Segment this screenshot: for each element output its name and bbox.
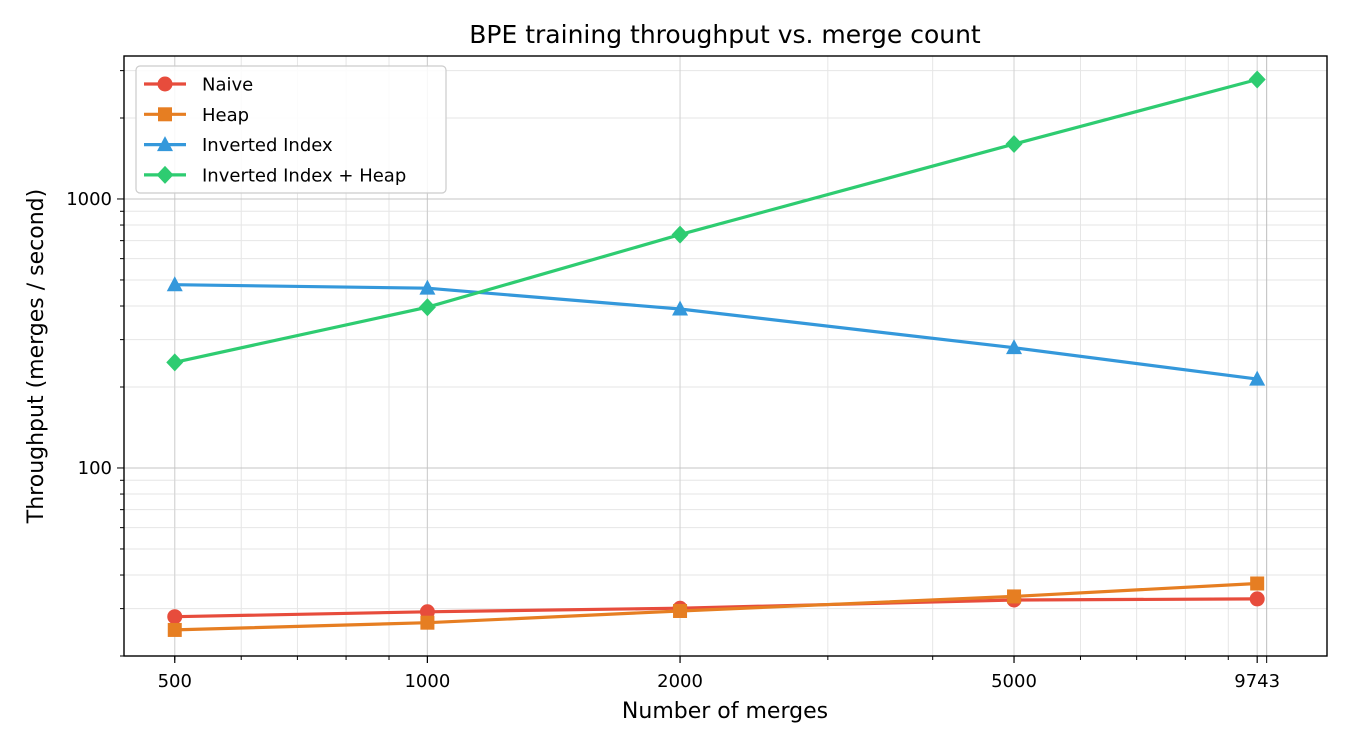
x-tick-label: 2000: [657, 671, 703, 692]
legend-box: [135, 65, 447, 194]
data-point-inverted-index-heap: [418, 298, 436, 317]
x-tick-label: 500: [158, 671, 192, 692]
legend-item-inverted-index: Inverted Index: [144, 135, 333, 156]
data-point-naive: [1249, 591, 1265, 607]
data-point-heap: [167, 622, 182, 637]
legend-item-naive: Naive: [144, 75, 253, 96]
data-point-naive: [419, 604, 435, 620]
data-point-inverted-index: [672, 300, 689, 316]
legend-item-heap: Heap: [144, 105, 249, 126]
data-point-inverted-index: [166, 276, 183, 292]
data-point-heap: [1007, 589, 1022, 604]
series-inverted-index: [166, 276, 1266, 386]
legend: Naive Heap Inverted Index Inverted Index + …: [135, 65, 447, 194]
legend-marker-naive: [157, 76, 173, 92]
legend-marker-heap: [158, 107, 172, 122]
data-point-inverted-index: [1006, 339, 1023, 355]
chart-title: BPE training throughput vs. merge count: [469, 20, 981, 49]
x-tick-label: 1000: [404, 671, 450, 692]
data-point-inverted-index: [419, 279, 436, 295]
legend-marker-inverted-index-heap: [156, 165, 174, 184]
data-point-naive: [167, 609, 183, 625]
legend-label-heap: Heap: [202, 105, 249, 126]
legend-label-inverted-index: Inverted Index: [202, 135, 333, 156]
x-tick-label: 9743: [1234, 671, 1280, 692]
series-naive: [167, 591, 1265, 625]
data-point-heap: [420, 615, 435, 630]
data-point-heap: [1250, 576, 1265, 591]
data-point-inverted-index-heap: [671, 225, 689, 244]
data-point-inverted-index-heap: [166, 353, 184, 372]
plot-frame: [123, 55, 1328, 657]
y-tick-label: 100: [78, 458, 112, 479]
data-point-inverted-index: [1249, 370, 1266, 386]
x-axis-label: Number of merges: [622, 699, 828, 724]
legend-marker-inverted-index: [157, 136, 173, 152]
legend-label-inverted-index-heap: Inverted Index + Heap: [202, 165, 406, 186]
y-tick-label: 1000: [66, 189, 112, 210]
data-point-inverted-index-heap: [1248, 70, 1266, 89]
series-inverted-index-heap: [166, 70, 1266, 372]
x-tick-label: 5000: [991, 671, 1037, 692]
y-axis-label: Throughput (merges / second): [24, 189, 49, 524]
series-line-naive: [174, 597, 1258, 619]
axis-ticks: 500 1000 2000 5000 9743 100 1000: [66, 70, 1280, 692]
series-line-inverted-index: [174, 283, 1258, 381]
data-point-heap: [673, 603, 688, 618]
series-heap: [167, 576, 1265, 637]
legend-label-naive: Naive: [202, 75, 253, 96]
data-point-inverted-index-heap: [1005, 135, 1023, 154]
legend-item-inverted-index-heap: Inverted Index + Heap: [144, 165, 406, 186]
series-layer: [166, 70, 1266, 637]
